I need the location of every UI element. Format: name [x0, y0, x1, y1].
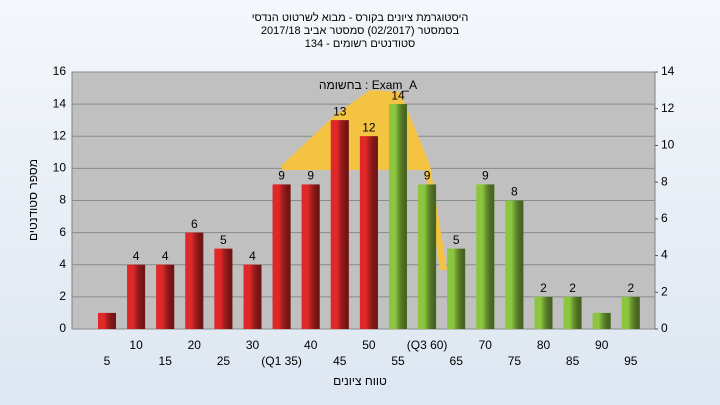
value-label: 13: [333, 104, 347, 118]
x-tick-label: 80: [537, 338, 551, 352]
bar: [534, 296, 553, 329]
value-label: 2: [627, 281, 634, 295]
value-label: 9: [278, 169, 285, 183]
x-tick-label: 75: [508, 354, 522, 368]
x-tick-label: 90: [595, 338, 609, 352]
x-tick-label: 5: [104, 354, 111, 368]
value-label: 12: [362, 120, 376, 134]
x-tick-label: 25: [217, 354, 231, 368]
bar: [447, 248, 466, 329]
bar: [418, 184, 437, 329]
value-label: 4: [249, 249, 256, 263]
x-tick-label: 55: [391, 354, 405, 368]
x-tick-label: 20: [188, 338, 202, 352]
bar: [359, 136, 378, 329]
chart-subtitle: סטודנטים רשומים - 134: [305, 38, 416, 50]
y-tick-label: 2: [59, 289, 66, 303]
bar: [214, 248, 233, 329]
value-label: 4: [162, 249, 169, 263]
bar: [476, 184, 495, 329]
value-label: 9: [307, 169, 314, 183]
x-tick-label: 40: [304, 338, 318, 352]
value-label: 2: [540, 281, 547, 295]
chart-title: היסטוגרמת ציונים בקורס - מבוא לשרטוט הנד…: [252, 11, 469, 24]
x-tick-label: 50: [362, 338, 376, 352]
value-label: 6: [191, 217, 198, 231]
x-axis-label: טווח ציונים: [333, 374, 387, 388]
bar: [156, 264, 175, 329]
value-label: 4: [133, 249, 140, 263]
y2-tick-label: 6: [661, 211, 668, 225]
x-tick-label: 95: [624, 354, 638, 368]
x-tick-label: 45: [333, 354, 347, 368]
bar: [330, 120, 349, 329]
x-tick-label: 15: [159, 354, 173, 368]
value-label: 2: [569, 281, 576, 295]
bar: [563, 296, 582, 329]
y-tick-label: 14: [53, 96, 67, 110]
x-tick-label: 30: [246, 338, 260, 352]
annotation: בחשומה : Exam_A: [319, 78, 417, 92]
bar: [301, 184, 320, 329]
y2-tick-label: 8: [661, 174, 668, 188]
bar: [389, 104, 407, 329]
bar: [592, 312, 611, 329]
chart-subtitle: בסמסטר (02/2017) סמסטר אביב 2017/18: [261, 25, 460, 37]
bar: [505, 200, 524, 329]
y2-tick-label: 0: [661, 321, 668, 335]
x-tick-label: (Q3 60): [407, 338, 448, 352]
y2-tick-label: 10: [661, 138, 675, 152]
y2-tick-label: 4: [661, 248, 668, 262]
y2-tick-label: 14: [661, 64, 675, 78]
x-tick-label: (Q1 35): [261, 354, 302, 368]
value-label: 14: [391, 88, 405, 102]
bar: [98, 312, 116, 329]
value-label: 9: [424, 169, 431, 183]
x-tick-label: 65: [450, 354, 464, 368]
value-label: 5: [453, 233, 460, 247]
y-tick-label: 12: [53, 128, 67, 142]
y-tick-label: 4: [59, 257, 66, 271]
y-tick-label: 16: [53, 64, 67, 78]
x-tick-label: 10: [129, 338, 143, 352]
y2-tick-label: 12: [661, 101, 675, 115]
value-label: 5: [220, 233, 227, 247]
y-tick-label: 10: [53, 161, 67, 175]
value-label: 9: [482, 169, 489, 183]
y-tick-label: 6: [59, 225, 66, 239]
bar: [243, 264, 262, 329]
bar: [185, 232, 204, 329]
y-tick-label: 0: [59, 321, 66, 335]
value-label: 8: [511, 185, 518, 199]
y-tick-label: 8: [59, 193, 66, 207]
x-tick-label: 70: [479, 338, 493, 352]
bar: [127, 264, 146, 329]
bar: [621, 296, 640, 329]
bar: [272, 184, 291, 329]
y-axis-label: מספר סטודנטים: [26, 159, 40, 241]
y2-tick-label: 2: [661, 284, 668, 298]
x-tick-label: 85: [566, 354, 580, 368]
